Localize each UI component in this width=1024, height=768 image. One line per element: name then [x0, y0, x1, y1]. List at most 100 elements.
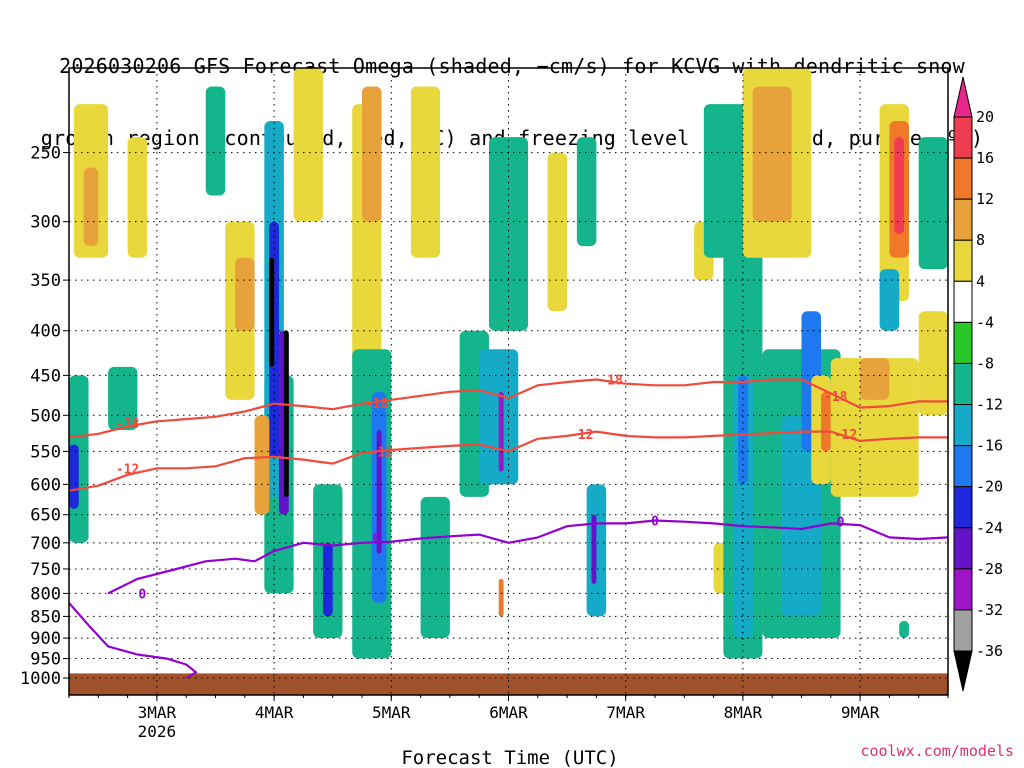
contour-label: -12 [116, 462, 139, 477]
y-tick-label: 450 [30, 366, 61, 386]
colorbar-label: -20 [976, 478, 1003, 496]
omega-cell [269, 257, 275, 367]
y-tick-label: 600 [30, 475, 61, 495]
colorbar-swatch [953, 321, 973, 364]
omega-cell [254, 415, 270, 515]
contour-label: -18 [599, 374, 623, 389]
colorbar-top-extend [953, 76, 973, 118]
omega-cell [918, 311, 948, 416]
omega-cell [830, 358, 919, 497]
y-tick-label: 1000 [20, 669, 61, 689]
y-tick-label: 550 [30, 442, 61, 462]
contour-label: -12 [834, 428, 857, 443]
colorbar-label: 20 [976, 108, 994, 126]
omega-cell [108, 366, 138, 431]
colorbar-swatch [953, 198, 973, 241]
terrain-band [69, 673, 948, 695]
y-tick-label: 850 [30, 607, 61, 627]
contour-line [69, 430, 948, 492]
omega-cell [879, 269, 900, 331]
omega-cell [69, 444, 79, 509]
omega-cell [752, 86, 792, 222]
x-tick-label: 5MAR [372, 703, 411, 722]
y-tick-label: 750 [30, 560, 61, 580]
omega-cell [235, 257, 255, 331]
omega-cell [322, 542, 333, 617]
omega-cell [918, 137, 948, 270]
y-tick-label: 800 [30, 584, 61, 604]
y-axis: 2503003504004505005506006507007508008509… [20, 144, 69, 689]
omega-cell [860, 358, 890, 400]
contour-line [107, 519, 948, 595]
colorbar-swatch [953, 280, 973, 323]
contour-label: -18 [365, 397, 389, 412]
contour-label: -18 [824, 390, 848, 405]
colorbar-swatch [953, 609, 973, 652]
x-tick-label: 4MAR [255, 703, 294, 722]
y-tick-label: 650 [30, 506, 61, 526]
omega-cell [498, 391, 504, 472]
omega-cell [576, 137, 597, 247]
omega-cell [738, 375, 748, 485]
colorbar-swatch [953, 362, 973, 406]
omega-cell [547, 152, 568, 312]
colorbar-label: 12 [976, 190, 994, 208]
colorbar-bottom-extend [953, 650, 973, 692]
y-tick-label: 500 [30, 406, 61, 426]
colorbar-swatch [953, 527, 973, 570]
y-tick-label: 350 [30, 271, 61, 291]
colorbar-swatch [953, 116, 973, 159]
colorbar-label: -36 [976, 642, 1003, 660]
y-tick-label: 250 [30, 144, 61, 164]
temperature-contours: -18 -18 -18 -18 -12 -12 -12 -12 0 0 0 0 [69, 374, 948, 679]
colorbar-swatch [953, 486, 973, 529]
contour-line [69, 602, 198, 679]
contour-label: -12 [570, 428, 593, 443]
watermark: coolwx.com/models [860, 742, 1014, 760]
omega-cell [83, 167, 99, 247]
chart-title-line-1: 2026030206 GFS Forecast Omega (shaded, −… [59, 54, 965, 78]
x-tick-sublabel: 2026 [138, 722, 177, 741]
omega-cell [488, 137, 529, 331]
colorbar-swatch [953, 157, 973, 200]
colorbar-label: 8 [976, 231, 985, 249]
omega-cell [410, 86, 441, 258]
contour-label: 0 [651, 515, 659, 530]
contour-label: 0 [373, 531, 381, 546]
y-tick-label: 700 [30, 534, 61, 554]
colorbar-swatch [953, 404, 973, 447]
colorbar-label: -32 [976, 601, 1003, 619]
colorbar-swatch [953, 568, 973, 611]
colorbar: 20 16 12 8 4 -4 -8 -12 -16 -20 -24 -28 -32 -36 [953, 76, 1003, 692]
x-tick-label: 6MAR [489, 703, 528, 722]
x-tick-label: 3MAR [138, 703, 177, 722]
x-tick-label: 8MAR [724, 703, 763, 722]
omega-cell [498, 578, 504, 617]
x-tick-label: 7MAR [606, 703, 645, 722]
omega-cell [821, 391, 831, 452]
contour-label: 0 [138, 587, 146, 602]
contour-label: 0 [837, 516, 845, 531]
colorbar-swatch [953, 445, 973, 488]
y-tick-label: 950 [30, 650, 61, 670]
omega-cell [420, 496, 450, 639]
omega-cell [591, 514, 597, 584]
x-tick-label: 9MAR [841, 703, 880, 722]
colorbar-label: 4 [976, 272, 985, 290]
y-tick-label: 300 [30, 213, 61, 233]
x-axis-label: Forecast Time (UTC) [401, 747, 618, 768]
colorbar-label: -24 [976, 519, 1003, 537]
omega-cell [899, 620, 909, 639]
contour-line [69, 378, 948, 439]
colorbar-label: -16 [976, 437, 1003, 455]
y-tick-label: 400 [30, 322, 61, 342]
surface-terrain [69, 673, 948, 695]
contour-label: -18 [116, 417, 140, 432]
omega-cell [362, 86, 382, 222]
y-tick-label: 900 [30, 629, 61, 649]
omega-cell [127, 137, 148, 258]
gridlines [69, 68, 948, 695]
omega-shading [69, 68, 948, 659]
